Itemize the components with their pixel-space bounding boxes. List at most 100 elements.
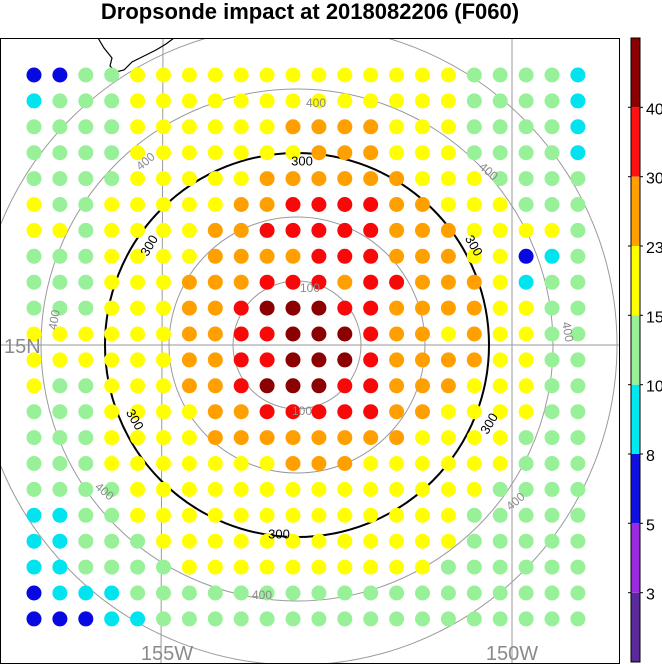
impact-dot xyxy=(492,585,508,601)
impact-dot xyxy=(78,507,94,523)
impact-dot xyxy=(207,378,223,394)
impact-dot xyxy=(52,197,68,212)
impact-dot xyxy=(440,119,456,135)
impact-dot xyxy=(492,507,508,523)
impact-dot xyxy=(78,197,94,212)
impact-dot xyxy=(130,67,146,83)
impact-dot xyxy=(207,404,223,420)
impact-dot xyxy=(26,326,42,342)
impact-dot xyxy=(78,352,94,368)
impact-dot xyxy=(233,300,249,316)
impact-dot xyxy=(337,67,353,83)
impact-dot xyxy=(181,222,197,238)
impact-dot xyxy=(181,456,197,471)
impact-dot xyxy=(389,93,405,109)
impact-dot xyxy=(518,274,534,290)
impact-dot xyxy=(52,430,68,446)
impact-dot xyxy=(415,274,430,290)
impact-dot xyxy=(26,119,42,135)
impact-dot xyxy=(207,481,223,497)
impact-dot xyxy=(104,145,120,161)
geo-label: 155W xyxy=(141,643,193,664)
impact-dot xyxy=(104,171,120,187)
impact-dot xyxy=(570,145,586,161)
impact-dot xyxy=(570,404,586,420)
impact-dot xyxy=(337,585,353,601)
impact-dot xyxy=(492,404,508,420)
impact-dot xyxy=(518,67,534,83)
impact-dot xyxy=(156,404,171,420)
impact-dot xyxy=(26,248,42,264)
impact-dot xyxy=(285,481,301,497)
impact-dot xyxy=(233,611,249,627)
colorbar-tick-label: 40 xyxy=(646,101,662,118)
impact-dot xyxy=(207,611,223,627)
impact-dot xyxy=(233,67,249,83)
impact-dot xyxy=(233,481,249,497)
impact-dot xyxy=(259,171,275,187)
ring-label: 400 xyxy=(559,321,576,343)
impact-dot xyxy=(337,300,353,316)
impact-dot xyxy=(466,481,482,497)
impact-dot xyxy=(415,507,430,523)
impact-dot xyxy=(440,248,456,264)
impact-dot xyxy=(130,326,146,342)
impact-dot xyxy=(570,533,586,549)
ring-label: 100 xyxy=(292,404,312,418)
colorbar-tick-label: 30 xyxy=(646,171,662,188)
impact-dot xyxy=(518,326,534,342)
colorbar-bin xyxy=(631,38,640,108)
impact-dot xyxy=(337,611,353,627)
impact-dot xyxy=(311,67,327,83)
impact-dot xyxy=(311,456,327,471)
impact-dot xyxy=(466,67,482,83)
impact-dot xyxy=(440,507,456,523)
impact-dot xyxy=(570,222,586,238)
impact-dot xyxy=(337,171,353,187)
impact-dot xyxy=(415,404,430,420)
impact-dot xyxy=(570,430,586,446)
geo-label: 15N xyxy=(4,336,41,358)
ring-label: 300 xyxy=(291,153,313,168)
impact-dot xyxy=(363,404,379,420)
impact-dot xyxy=(156,533,171,549)
impact-dot xyxy=(363,171,379,187)
impact-dot xyxy=(156,300,171,316)
impact-dot xyxy=(285,507,301,523)
impact-dot xyxy=(104,67,120,83)
impact-dot xyxy=(156,119,171,135)
impact-dot xyxy=(156,559,171,575)
impact-dot xyxy=(233,145,249,161)
impact-dot xyxy=(518,222,534,238)
impact-dot xyxy=(181,274,197,290)
impact-dot xyxy=(181,481,197,497)
impact-dot xyxy=(363,352,379,368)
impact-dot xyxy=(130,171,146,187)
impact-dot xyxy=(207,430,223,446)
impact-dot xyxy=(104,481,120,497)
impact-dot xyxy=(311,533,327,549)
impact-dot xyxy=(78,559,94,575)
impact-dot xyxy=(52,171,68,187)
impact-dot xyxy=(207,67,223,83)
impact-dot xyxy=(466,326,482,342)
impact-dot xyxy=(440,274,456,290)
impact-dot xyxy=(181,611,197,627)
impact-dot xyxy=(466,507,482,523)
impact-dot xyxy=(104,119,120,135)
impact-dot xyxy=(440,300,456,316)
impact-dot xyxy=(492,300,508,316)
impact-dot xyxy=(285,67,301,83)
impact-dot xyxy=(285,585,301,601)
impact-dot xyxy=(544,67,560,83)
impact-dot xyxy=(544,171,560,187)
impact-dot xyxy=(285,456,301,471)
impact-dot xyxy=(156,145,171,161)
impact-dot xyxy=(78,222,94,238)
impact-dot xyxy=(181,585,197,601)
impact-dot xyxy=(337,274,353,290)
impact-dot xyxy=(492,352,508,368)
impact-dot xyxy=(337,507,353,523)
